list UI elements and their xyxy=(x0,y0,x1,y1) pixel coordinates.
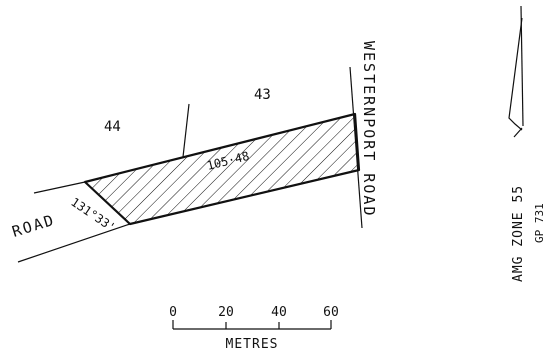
scale-label-40: 40 xyxy=(271,305,287,320)
westernport-road-label: WESTERNPORT ROAD xyxy=(360,41,378,218)
road-boundary-upper xyxy=(33,181,86,194)
north-arrow xyxy=(508,5,524,138)
lot-divider-line xyxy=(182,103,190,158)
north-arrow-tail xyxy=(513,127,523,138)
road-boundary-lower xyxy=(17,223,131,263)
gp-plan-label: GP 731 xyxy=(533,203,544,243)
scale-unit-label: METRES xyxy=(226,337,279,352)
amg-zone-label: AMG ZONE 55 xyxy=(511,185,526,282)
scale-label-60: 60 xyxy=(323,305,339,320)
lot-43-label: 43 xyxy=(254,87,271,103)
scale-label-0: 0 xyxy=(169,305,177,320)
hatched-parcel xyxy=(83,112,361,226)
scale-bar: 0 20 40 60 METRES xyxy=(169,305,339,352)
lot-44-label: 44 xyxy=(104,119,121,135)
scale-label-20: 20 xyxy=(218,305,234,320)
north-arrow-head xyxy=(508,17,523,131)
road-label: ROAD xyxy=(10,211,57,241)
